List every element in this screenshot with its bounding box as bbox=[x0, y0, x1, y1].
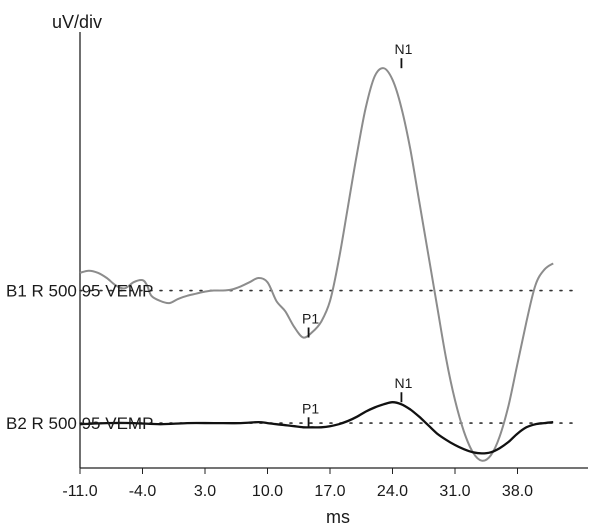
x-axis-label: ms bbox=[326, 507, 350, 527]
x-tick-label: 24.0 bbox=[377, 483, 408, 500]
x-tick-label: 3.0 bbox=[194, 483, 216, 500]
peak-label: N1 bbox=[394, 375, 412, 391]
peak-label: P1 bbox=[302, 311, 319, 327]
x-tick-label: 10.0 bbox=[252, 483, 283, 500]
series-trace bbox=[79, 401, 554, 455]
series-label: B2 R 500 95 VEMP bbox=[6, 414, 153, 433]
x-tick-label: 38.0 bbox=[502, 483, 533, 500]
x-tick-label: 31.0 bbox=[439, 483, 470, 500]
x-tick-label: -4.0 bbox=[129, 483, 157, 500]
peak-label: N1 bbox=[394, 41, 412, 57]
y-axis-label: uV/div bbox=[52, 12, 102, 32]
peak-label: P1 bbox=[302, 400, 319, 416]
series-label: B1 R 500 95 VEMP bbox=[6, 282, 153, 301]
x-tick-label: -11.0 bbox=[62, 483, 97, 500]
x-tick-label: 17.0 bbox=[314, 483, 345, 500]
